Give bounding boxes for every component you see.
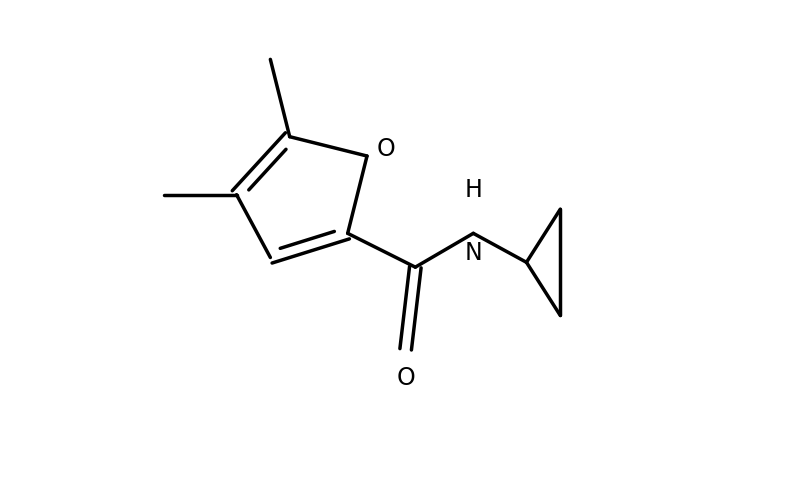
Text: N: N [464, 241, 482, 264]
Text: O: O [396, 366, 415, 390]
Text: O: O [377, 137, 395, 161]
Text: H: H [464, 178, 482, 202]
